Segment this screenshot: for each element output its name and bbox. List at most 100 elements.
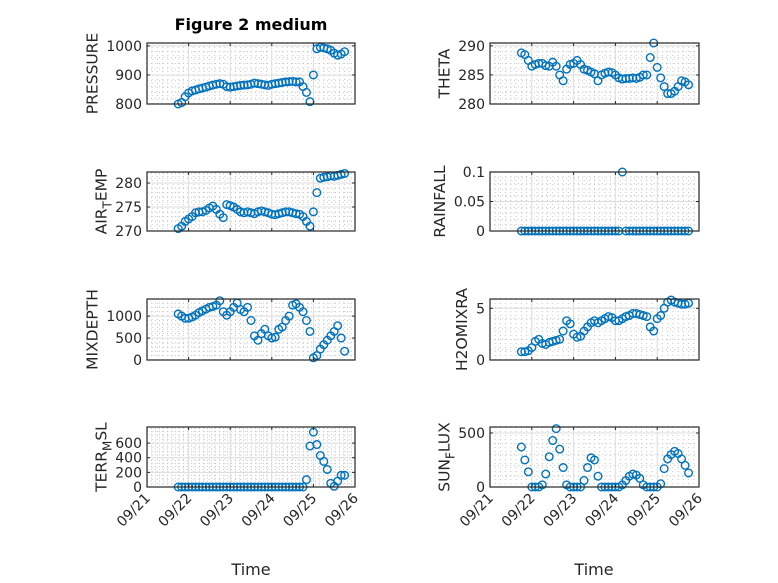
axes-box xyxy=(146,426,356,488)
y-tick-label: 5 xyxy=(476,301,485,317)
y-tick-label: 275 xyxy=(115,200,142,216)
ylabel-subscript: M xyxy=(100,441,114,451)
y-axis-label: AIRTEMP xyxy=(92,169,114,235)
ylabel-part: LUX xyxy=(435,422,453,452)
data-point xyxy=(684,468,694,478)
x-tick-label: 09/24 xyxy=(582,490,622,530)
data-point xyxy=(555,444,565,454)
y-tick-label: 600 xyxy=(115,436,142,452)
ylabel-subscript: T xyxy=(100,200,114,209)
data-point xyxy=(680,460,690,470)
data-point xyxy=(558,76,568,86)
y-tick-label: 0.1 xyxy=(463,165,485,181)
data-point xyxy=(523,467,533,477)
subplot-mixdepth: 0 500 1000 MIXDEPTH xyxy=(83,289,356,370)
data-point xyxy=(215,296,225,306)
data-point xyxy=(291,77,301,87)
data-point xyxy=(336,470,346,480)
axes-box xyxy=(146,171,356,232)
data-point xyxy=(593,471,603,481)
data-point xyxy=(340,470,350,480)
data-point xyxy=(548,436,558,446)
data-point xyxy=(638,70,648,80)
y-tick-label: 500 xyxy=(115,331,142,347)
ylabel-subscript: F xyxy=(443,452,457,459)
data-point xyxy=(551,61,561,71)
data-point xyxy=(308,207,318,217)
y-axis-label: RAINFALL xyxy=(431,165,449,238)
data-series-air-temp xyxy=(173,168,350,234)
data-point xyxy=(555,334,565,344)
y-tick-label: 0 xyxy=(133,353,142,369)
y-axis-label: MIXDEPTH xyxy=(83,289,101,370)
data-point xyxy=(340,47,350,57)
figure-title: Figure 2 medium xyxy=(175,15,328,34)
y-axis-label: SUNFLUX xyxy=(435,422,457,492)
data-point xyxy=(340,168,350,178)
ylabel-part: SUN xyxy=(435,459,453,492)
data-point xyxy=(267,333,277,343)
y-tick-label: 0 xyxy=(476,480,485,496)
x-axis-label-left: Time xyxy=(230,560,270,579)
data-point xyxy=(684,80,694,90)
data-point xyxy=(558,326,568,336)
data-point xyxy=(544,452,554,462)
axes-box xyxy=(146,42,356,105)
data-point xyxy=(298,307,308,317)
y-tick-label: 280 xyxy=(458,97,485,113)
y-axis-label: TERRMSL xyxy=(92,422,114,493)
data-point xyxy=(649,326,659,336)
data-point xyxy=(656,311,666,321)
x-tick-label: 09/26 xyxy=(322,490,362,530)
data-point xyxy=(305,221,315,231)
data-point xyxy=(541,61,551,71)
subplot-rainfall: 0 0.05 0.1 RAINFALL xyxy=(431,165,700,240)
plot-area xyxy=(147,43,355,104)
x-tick-label: 09/26 xyxy=(666,490,706,530)
data-series-sun-flux xyxy=(516,424,694,492)
y-tick-label: 285 xyxy=(458,68,485,84)
y-tick-label: 280 xyxy=(115,176,142,192)
y-tick-label: 0.05 xyxy=(454,195,485,211)
data-point xyxy=(652,62,662,72)
y-tick-label: 1000 xyxy=(106,309,142,325)
axes-box xyxy=(489,426,700,488)
y-tick-label: 800 xyxy=(115,97,142,113)
data-series-mixdepth xyxy=(173,296,350,363)
data-point xyxy=(565,319,575,329)
data-point xyxy=(645,53,655,63)
data-point xyxy=(516,442,526,452)
x-tick-label: 09/21 xyxy=(114,491,154,531)
y-axis-label: H2OMIXRA xyxy=(453,288,471,371)
axes-box xyxy=(146,298,356,361)
data-point xyxy=(642,70,652,80)
x-axis-label-right: Time xyxy=(573,560,613,579)
x-tick-label: 09/21 xyxy=(457,491,497,531)
subplot-pressure: 800 900 1000 PRESSURE xyxy=(83,33,356,115)
axes-box xyxy=(489,298,700,361)
ylabel-part: EMP xyxy=(92,169,110,202)
data-point xyxy=(301,87,311,97)
y-tick-label: 290 xyxy=(458,39,485,55)
y-tick-label: 400 xyxy=(115,451,142,467)
data-point xyxy=(583,463,593,473)
y-tick-label: 0 xyxy=(476,353,485,369)
y-tick-label: 270 xyxy=(115,224,142,240)
data-point xyxy=(218,213,228,223)
data-point xyxy=(246,316,256,326)
x-tick-label: 09/25 xyxy=(624,491,664,531)
data-point xyxy=(284,311,294,321)
y-tick-label: 0 xyxy=(476,224,485,240)
data-point xyxy=(336,333,346,343)
x-tick-label: 09/23 xyxy=(197,491,237,531)
ylabel-part: SL xyxy=(92,422,110,441)
y-axis-label: PRESSURE xyxy=(83,33,101,115)
data-point xyxy=(305,326,315,336)
x-tick-label: 09/24 xyxy=(239,490,279,530)
data-point xyxy=(579,476,589,486)
data-point xyxy=(558,463,568,473)
ylabel-part: TERR xyxy=(92,451,110,493)
